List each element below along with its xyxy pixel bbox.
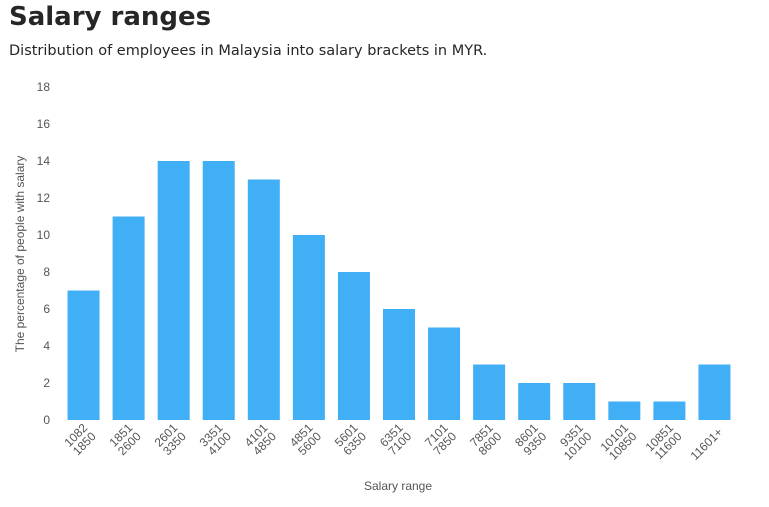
x-tick-label: 26013350 [152, 421, 189, 458]
bar [202, 161, 235, 420]
bar [157, 161, 190, 420]
x-tick-label: 78518600 [467, 421, 504, 458]
y-tick-label: 18 [37, 80, 51, 94]
svg-text:71017850: 71017850 [422, 421, 459, 458]
y-tick-label: 10 [37, 228, 51, 242]
y-axis-label: The percentage of people with salary [13, 156, 27, 353]
bar [428, 327, 461, 420]
x-tick-label: 56016350 [332, 421, 369, 458]
y-tick-label: 4 [43, 339, 50, 353]
x-tick-label: 1010110850 [598, 421, 640, 463]
x-axis: 10821850 18512600 26013350 33514100 41014850… [61, 421, 725, 463]
x-tick-label: 48515600 [287, 421, 324, 458]
x-tick-label: 18512600 [107, 421, 144, 458]
bar [292, 235, 325, 420]
svg-text:41014850: 41014850 [242, 421, 279, 458]
bar [112, 216, 145, 420]
bar [518, 383, 551, 420]
bar [653, 401, 686, 420]
y-tick-label: 12 [37, 191, 51, 205]
x-tick-label: 33514100 [197, 421, 234, 458]
svg-text:18512600: 18512600 [107, 421, 144, 458]
svg-text:33514100: 33514100 [197, 421, 234, 458]
svg-text:1010110850: 1010110850 [598, 421, 640, 463]
x-tick-label: 935110100 [552, 421, 594, 463]
x-tick-label: 63517100 [377, 421, 414, 458]
svg-text:11601+: 11601+ [688, 425, 726, 463]
bar [608, 401, 641, 420]
svg-text:48515600: 48515600 [287, 421, 324, 458]
x-axis-label: Salary range [364, 479, 432, 493]
y-tick-label: 0 [43, 413, 50, 427]
bar [247, 179, 280, 420]
x-tick-label: 10821850 [61, 421, 98, 458]
bars [67, 161, 731, 420]
svg-text:1085111600: 1085111600 [643, 421, 685, 463]
svg-text:78518600: 78518600 [467, 421, 504, 458]
bar [698, 364, 731, 420]
bar [337, 272, 370, 420]
bar [563, 383, 596, 420]
svg-text:10821850: 10821850 [61, 421, 98, 458]
y-tick-label: 8 [43, 265, 50, 279]
svg-text:935110100: 935110100 [552, 421, 594, 463]
svg-text:63517100: 63517100 [377, 421, 414, 458]
x-tick-label: 11601+ [688, 425, 726, 463]
x-tick-label: 86019350 [512, 421, 549, 458]
svg-text:56016350: 56016350 [332, 421, 369, 458]
y-tick-label: 14 [37, 154, 51, 168]
chart-title: Salary ranges [9, 2, 212, 32]
x-tick-label: 1085111600 [643, 421, 685, 463]
x-tick-label: 41014850 [242, 421, 279, 458]
bar [383, 309, 415, 420]
y-tick-label: 16 [37, 117, 51, 131]
svg-text:26013350: 26013350 [152, 421, 189, 458]
svg-text:86019350: 86019350 [512, 421, 549, 458]
x-tick-label: 71017850 [422, 421, 459, 458]
y-tick-label: 6 [43, 302, 50, 316]
bar [67, 290, 100, 420]
bar [473, 364, 506, 420]
y-tick-label: 2 [43, 376, 50, 390]
chart-subtitle: Distribution of employees in Malaysia in… [9, 43, 488, 59]
y-axis: 0 2 4 6 8 10 12 14 16 18 [37, 80, 51, 427]
